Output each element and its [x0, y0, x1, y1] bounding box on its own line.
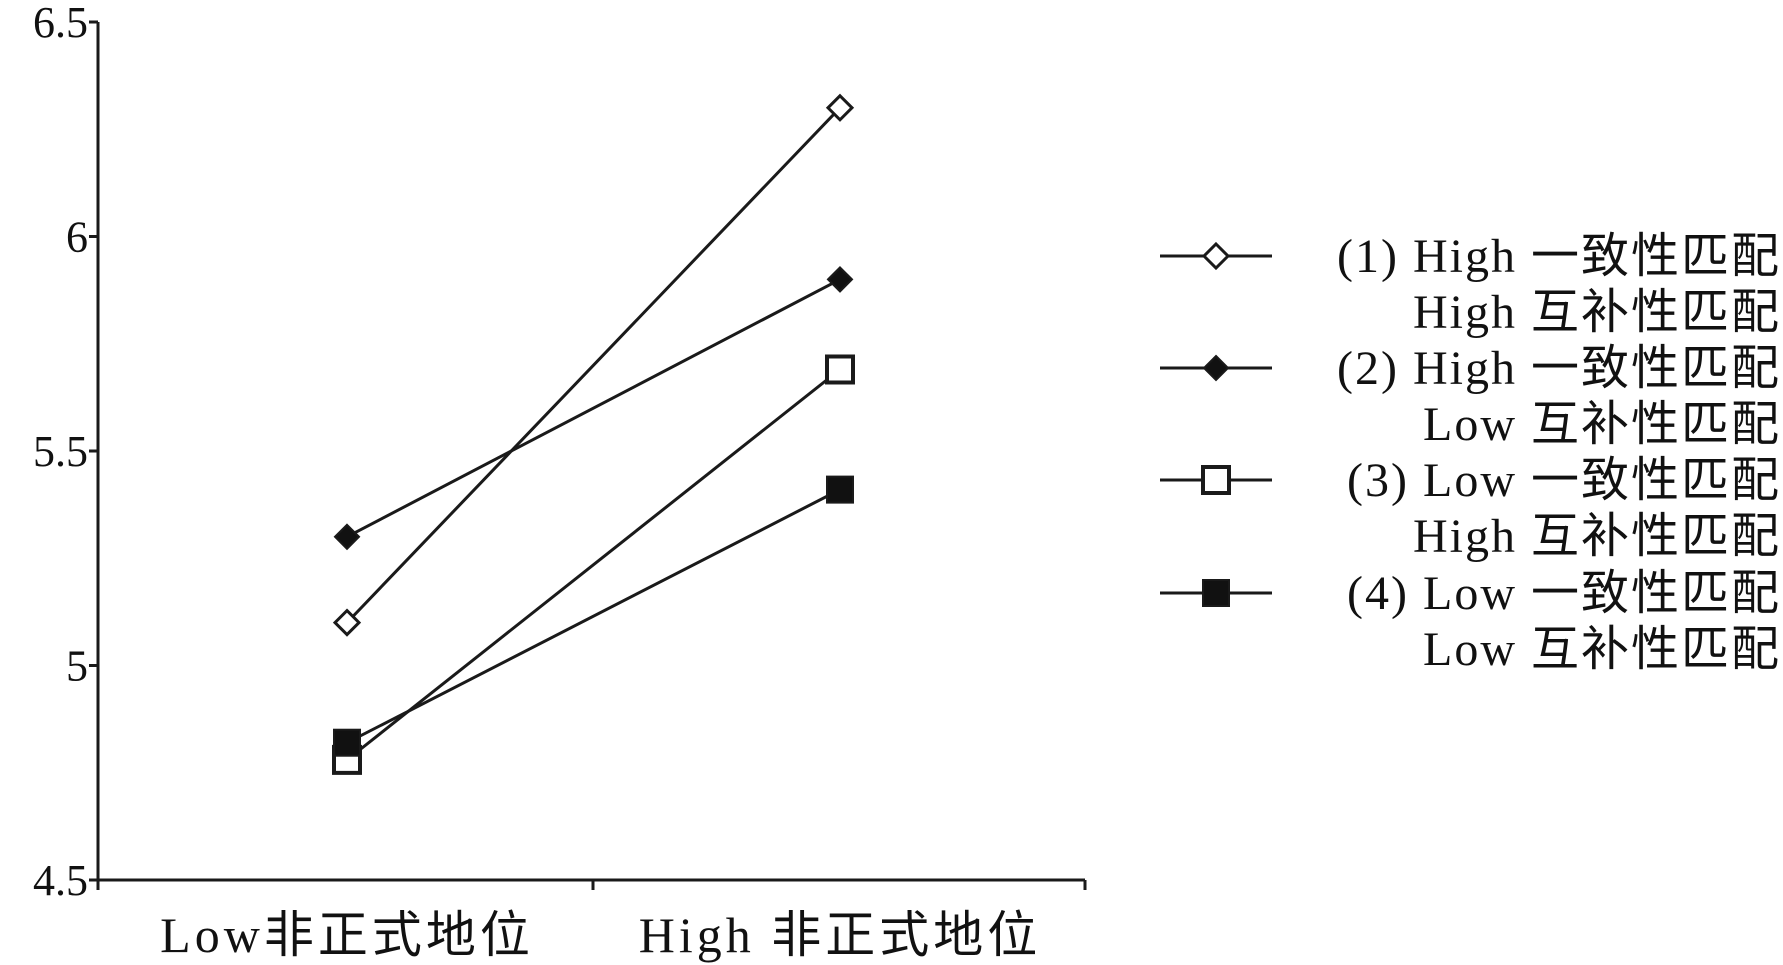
- data-point-marker: [333, 728, 361, 757]
- data-point-marker: [1201, 241, 1231, 271]
- data-point-marker: [825, 354, 855, 385]
- data-point-marker: [1202, 354, 1230, 382]
- y-tick-label: 5.5: [33, 427, 88, 476]
- legend-label: (2) High 一致性匹配: [1337, 342, 1781, 395]
- data-point-marker: [332, 608, 362, 637]
- data-point-marker: [1202, 579, 1230, 607]
- legend-label-line2: High 互补性匹配: [1413, 286, 1781, 339]
- x-category-label: Low非正式地位: [160, 907, 534, 963]
- data-point-marker: [826, 265, 854, 293]
- data-point-marker: [825, 93, 855, 122]
- legend-label: (4) Low 一致性匹配: [1347, 567, 1781, 620]
- y-tick-label: 6: [66, 213, 88, 262]
- x-category-label: High 非正式地位: [639, 907, 1042, 963]
- data-point-marker: [1201, 465, 1231, 495]
- legend-label: (1) High 一致性匹配: [1337, 230, 1781, 283]
- series-line: [346, 488, 841, 745]
- legend-label-line2: Low 互补性匹配: [1423, 398, 1781, 451]
- series-line: [346, 278, 841, 539]
- y-tick-label: 4.5: [33, 856, 88, 905]
- legend-label-line2: High 互补性匹配: [1413, 510, 1781, 563]
- legend-label: (3) Low 一致性匹配: [1347, 454, 1781, 507]
- series-line: [345, 106, 842, 624]
- axes: 6.5 6 5.5 5 4.5 Low非正式地位 High 非正式地位: [33, 0, 1087, 963]
- legend-label-line2: Low 互补性匹配: [1423, 623, 1781, 676]
- data-point-marker: [333, 523, 361, 551]
- series-layer: [332, 93, 855, 775]
- series-line: [346, 368, 841, 762]
- y-tick-label: 6.5: [33, 0, 88, 47]
- data-point-marker: [826, 475, 854, 504]
- y-tick-label: 5: [66, 642, 88, 691]
